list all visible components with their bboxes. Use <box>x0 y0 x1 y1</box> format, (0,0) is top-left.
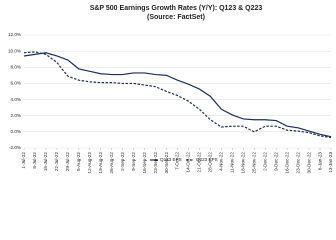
x-tick-label: 30-Sep-22 <box>164 152 169 174</box>
x-tick-label: 6-Jan-23 <box>317 152 322 171</box>
y-tick-label: 4.0% <box>11 97 21 102</box>
legend-label: Q123 EPS <box>160 157 182 162</box>
x-tick-label: 2-Sep-22 <box>120 152 125 171</box>
x-tick-label: 11-Nov-22 <box>230 152 235 174</box>
x-tick-label: 22-Jul-22 <box>54 152 59 172</box>
x-tick-label: 15-Jul-22 <box>43 152 48 172</box>
x-tick-label: 5-Aug-22 <box>76 152 81 171</box>
x-tick-label: 4-Nov-22 <box>219 152 224 171</box>
x-tick-label: 29-Jul-22 <box>65 152 70 172</box>
chart-title: S&P 500 Earnings Growth Rates (Y/Y): Q12… <box>90 5 263 12</box>
x-tick-label: 16-Sep-22 <box>142 152 147 174</box>
y-tick-label: 6.0% <box>11 81 21 86</box>
chart: S&P 500 Earnings Growth Rates (Y/Y): Q12… <box>0 0 336 192</box>
x-tick-label: 25-Nov-22 <box>251 152 256 174</box>
background <box>0 0 336 192</box>
x-tick-label: 18-Nov-22 <box>241 152 246 174</box>
y-tick-label: 12.0% <box>8 32 21 37</box>
x-tick-label: 9-Dec-22 <box>273 152 278 171</box>
x-tick-label: 23-Dec-22 <box>295 152 300 174</box>
x-tick-label: 19-Aug-22 <box>98 152 103 174</box>
series-line <box>23 51 332 139</box>
chart-subtitle: (Source: FactSet) <box>147 14 205 21</box>
y-tick-label: 8.0% <box>11 65 21 70</box>
y-tick-label: 2.0% <box>11 113 21 118</box>
x-tick-label: 21-Oct-22 <box>197 152 202 173</box>
x-tick-label: 8-Jul-22 <box>32 152 37 169</box>
x-tick-label: 14-Oct-22 <box>186 152 191 173</box>
x-tick-label: 16-Dec-22 <box>284 152 289 174</box>
series-line <box>23 52 332 138</box>
legend-label: Q223 EPS <box>196 157 218 162</box>
y-tick-label: -2.0% <box>9 145 21 150</box>
y-tick-label: 0.0% <box>11 129 21 134</box>
y-tick-label: 10.0% <box>8 48 21 53</box>
x-tick-label: 13-Jan-23 <box>328 152 333 173</box>
x-tick-label: 23-Sep-22 <box>153 152 158 174</box>
x-tick-label: 12-Aug-22 <box>87 152 92 174</box>
page: S&P 500 Earnings Growth Rates (Y/Y): Q12… <box>0 0 336 192</box>
x-tick-label: 7-Oct-22 <box>175 152 180 170</box>
x-tick-label: 1-Jul-22 <box>21 152 26 169</box>
x-tick-label: 30-Dec-22 <box>306 152 311 174</box>
x-tick-label: 9-Sep-22 <box>131 152 136 171</box>
x-tick-label: 28-Oct-22 <box>208 152 213 173</box>
x-tick-label: 2-Dec-22 <box>262 152 267 171</box>
x-tick-label: 26-Aug-22 <box>109 152 114 174</box>
